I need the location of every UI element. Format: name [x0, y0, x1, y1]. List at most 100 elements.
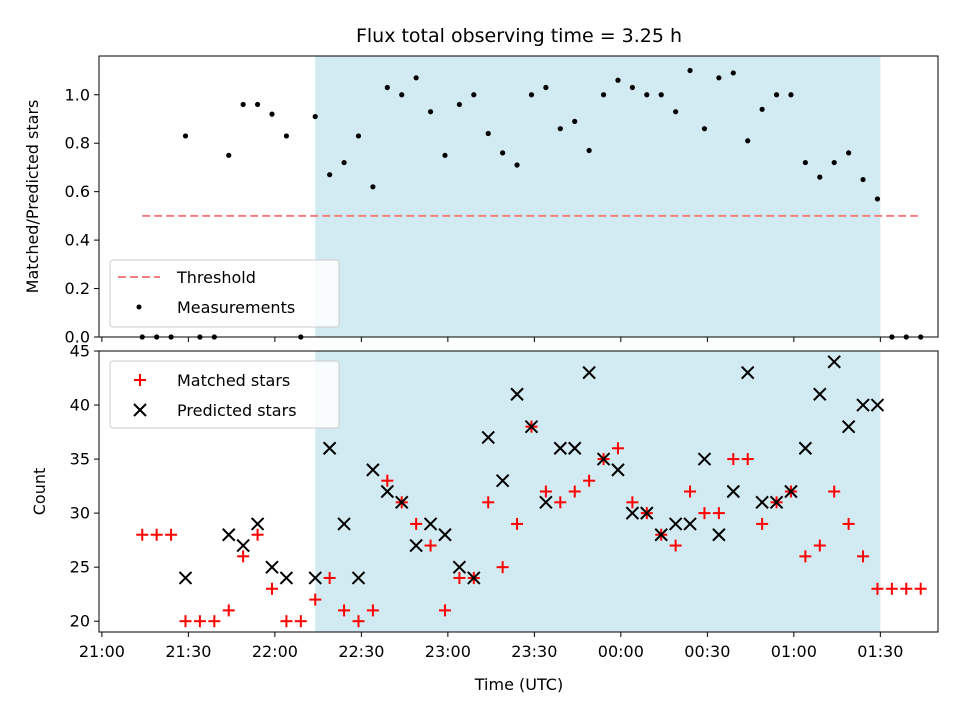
- measurement-point: [586, 147, 592, 154]
- x-tick-label: 00:00: [598, 642, 644, 661]
- measurement-point: [283, 133, 290, 139]
- measurement-point: [413, 75, 419, 81]
- y-tick-label: 0.4: [65, 231, 90, 250]
- predicted-stars-point: [813, 387, 827, 401]
- matched-stars-point: [626, 496, 639, 509]
- matched-stars-point: [583, 474, 596, 487]
- predicted-stars-point: [366, 463, 380, 477]
- matched-stars-point: [294, 615, 307, 628]
- measurement-point: [673, 109, 679, 115]
- matched-stars-point: [900, 582, 913, 595]
- matched-stars-point: [309, 593, 322, 606]
- count-panel: 20 25 30 35 40 45 21:00 21:30 22:00 22:30 23:00 23…: [30, 342, 939, 694]
- matched-stars-point: [237, 550, 250, 563]
- matched-stars-point: [179, 615, 192, 628]
- predicted-stars-point: [611, 463, 625, 477]
- matched-stars-point: [150, 528, 163, 541]
- measurement-point: [557, 126, 563, 132]
- measurement-point: [788, 92, 794, 98]
- measurement-point: [226, 152, 232, 158]
- measurement-point: [874, 196, 881, 202]
- measurement-point: [240, 101, 246, 108]
- matched-stars-point: [799, 550, 812, 563]
- matched-stars-point: [136, 528, 149, 541]
- measurement-point: [817, 174, 823, 180]
- y-tick-label: 1.0: [65, 85, 90, 104]
- measurement-point: [600, 92, 607, 98]
- matched-stars-point: [496, 561, 509, 574]
- ratio-legend-box: [109, 259, 340, 328]
- matched-stars-point: [669, 539, 682, 552]
- predicted-stars-point: [582, 365, 596, 380]
- matched-stars-point: [251, 528, 264, 541]
- predicted-stars-point: [827, 355, 841, 369]
- x-tick-label: 23:00: [425, 642, 471, 661]
- predicted-stars-point: [322, 441, 337, 455]
- y-tick-label: 20: [70, 612, 90, 631]
- matched-stars-point: [568, 485, 581, 498]
- count-legend-box: [109, 360, 340, 429]
- matched-stars-point: [381, 474, 394, 487]
- predicted-stars-point: [668, 517, 683, 531]
- predicted-stars-point: [683, 517, 697, 531]
- predicted-stars-legend-swatch: [133, 403, 147, 417]
- measurement-point: [384, 84, 390, 91]
- predicted-stars-point: [423, 517, 438, 531]
- predicted-stars-point: [798, 441, 813, 455]
- measurement-point: [370, 184, 376, 190]
- measurement-point: [254, 101, 261, 108]
- matched-stars-point: [424, 539, 437, 552]
- x-tick-label: 23:30: [511, 642, 557, 661]
- measurement-point: [269, 111, 275, 117]
- measurement-point: [514, 162, 520, 168]
- predicted-stars-point: [510, 387, 524, 401]
- ratio-panel-frame: [98, 55, 939, 338]
- matched-stars-point: [611, 442, 624, 455]
- predicted-stars-point: [481, 430, 495, 445]
- y-tick-label: 0.8: [65, 134, 90, 153]
- predicted-stars-point: [654, 528, 668, 542]
- matched-stars-point: [366, 604, 379, 617]
- matched-stars-point: [813, 539, 826, 552]
- predicted-stars-point: [625, 506, 640, 520]
- predicted-stars-point: [236, 538, 250, 553]
- matched-stars-point: [857, 550, 870, 563]
- predicted-stars-legend-label: Predicted stars: [177, 401, 297, 420]
- count-legend: Matched stars Predicted stars: [109, 360, 340, 429]
- predicted-stars-point: [568, 441, 582, 455]
- x-tick-label: 01:00: [771, 642, 817, 661]
- x-axis-label: Time (UTC): [474, 675, 563, 694]
- y-tick-label: 0.6: [65, 182, 90, 201]
- ratio-x-ticks: [101, 337, 881, 342]
- measurement-point: [802, 159, 808, 166]
- measurement-point: [629, 84, 635, 91]
- ratio-y-ticks: 0.0 0.2 0.4 0.6 0.8 1.0: [65, 85, 99, 347]
- predicted-stars-points: [178, 355, 885, 585]
- measurement-point: [759, 106, 765, 112]
- measurement-point: [846, 150, 852, 156]
- measurement-point: [355, 133, 362, 139]
- matched-stars-point: [828, 485, 841, 498]
- predicted-stars-point: [553, 441, 568, 455]
- predicted-stars-point: [351, 571, 366, 585]
- matched-stars-point: [193, 615, 206, 628]
- count-panel-frame: [98, 350, 939, 633]
- measurement-point: [456, 101, 462, 108]
- measurement-point: [312, 113, 318, 120]
- matched-stars-point: [914, 582, 927, 595]
- x-tick-label: 22:30: [338, 642, 384, 661]
- y-tick-label: 45: [70, 342, 90, 361]
- predicted-stars-point: [395, 495, 409, 510]
- predicted-stars-point: [265, 560, 279, 574]
- measurement-point: [399, 92, 405, 98]
- predicted-stars-point: [308, 571, 322, 585]
- x-tick-label: 01:30: [857, 642, 903, 661]
- measurement-point: [860, 176, 866, 183]
- measurement-point: [442, 152, 448, 158]
- predicted-stars-point: [841, 419, 856, 434]
- predicted-stars-point: [856, 398, 870, 412]
- chart-title: Flux total observing time = 3.25 h: [356, 25, 682, 47]
- predicted-stars-point: [279, 571, 294, 585]
- matched-stars-point: [871, 582, 884, 595]
- measurement-point: [716, 75, 722, 81]
